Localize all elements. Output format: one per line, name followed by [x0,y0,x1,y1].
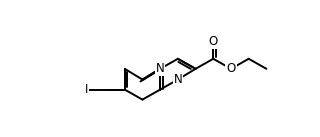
Text: O: O [209,35,218,48]
Text: N: N [156,62,164,75]
Text: O: O [226,62,236,75]
Text: N: N [173,73,182,86]
Text: I: I [84,83,88,96]
